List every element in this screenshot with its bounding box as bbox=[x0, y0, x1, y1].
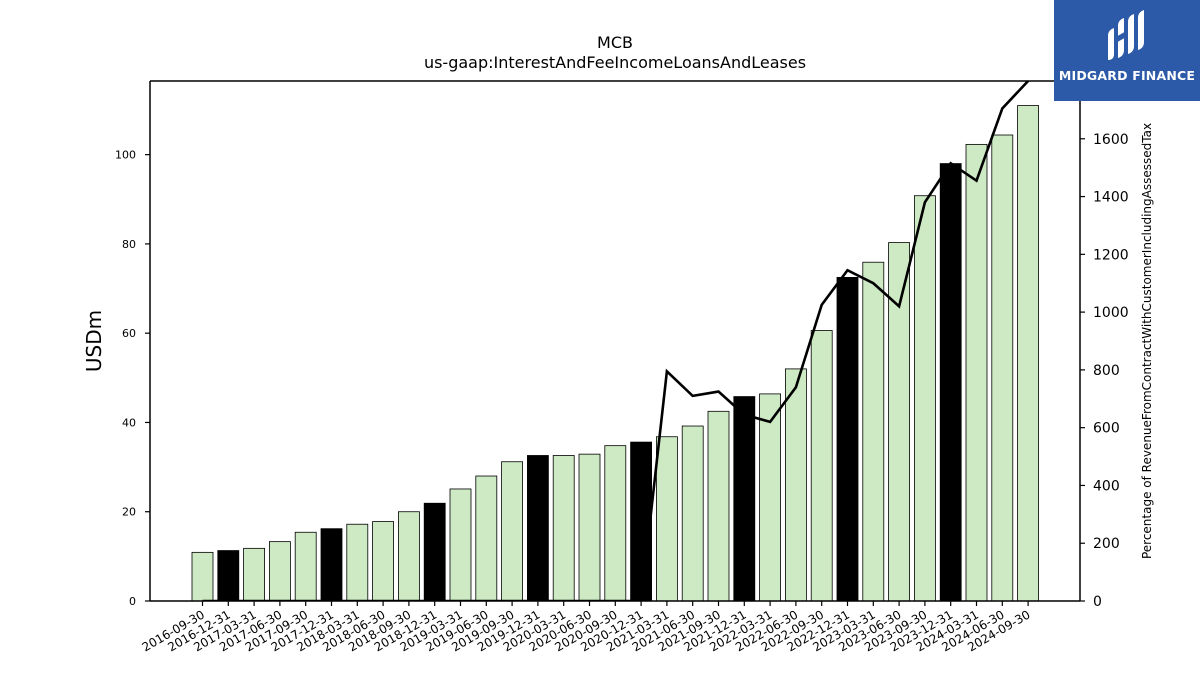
bar-2020-12-31 bbox=[630, 441, 652, 602]
bar-2023-09-30 bbox=[914, 195, 936, 602]
bar-2024-09-30 bbox=[1017, 105, 1039, 602]
bar-2018-12-31 bbox=[423, 502, 446, 602]
bar-series bbox=[191, 105, 1039, 602]
bar-2022-09-30 bbox=[810, 330, 833, 602]
y-tick-label: 20 bbox=[122, 506, 136, 519]
bar-2024-03-31 bbox=[965, 143, 988, 602]
y2-axis-label: Percentage of RevenueFromContractWithCus… bbox=[1140, 123, 1154, 559]
bar-2021-06-30 bbox=[681, 425, 704, 602]
y2-tick-label: 600 bbox=[1093, 421, 1120, 437]
bar-2020-09-30 bbox=[604, 445, 627, 602]
axes: 0204060801000200400600800100012001400160… bbox=[115, 80, 1129, 654]
bar-2020-03-31 bbox=[552, 455, 575, 602]
bar-2019-12-31 bbox=[527, 455, 549, 602]
bar-2021-12-31 bbox=[733, 396, 756, 602]
midgard-logo-icon bbox=[1108, 10, 1144, 60]
bar-2019-06-30 bbox=[475, 475, 498, 602]
bar-2021-03-31 bbox=[656, 436, 678, 602]
brand-logo: MIDGARD FINANCE bbox=[1054, 0, 1200, 101]
bar-2023-06-30 bbox=[888, 242, 910, 602]
bar-2020-06-30 bbox=[578, 453, 601, 602]
line-path bbox=[202, 81, 1030, 601]
y2-tick-label: 1400 bbox=[1093, 190, 1129, 206]
y2-tick-label: 1000 bbox=[1093, 305, 1129, 321]
bar-2018-09-30 bbox=[397, 511, 420, 602]
y2-tick-label: 1200 bbox=[1093, 247, 1129, 263]
bar-2016-12-31 bbox=[217, 550, 240, 602]
bar-2017-09-30 bbox=[294, 531, 317, 602]
y2-tick-label: 800 bbox=[1093, 363, 1120, 379]
chart-title: MCB bbox=[597, 33, 633, 52]
bar-2017-06-30 bbox=[268, 541, 291, 602]
bar-2021-09-30 bbox=[707, 410, 730, 602]
y-tick-label: 80 bbox=[122, 238, 136, 251]
bar-2023-12-31 bbox=[939, 163, 962, 602]
bar-2022-06-30 bbox=[785, 368, 807, 602]
bar-2017-12-31 bbox=[320, 528, 343, 602]
y-tick-label: 100 bbox=[115, 149, 136, 162]
bar-2022-03-31 bbox=[759, 393, 781, 602]
y-axis-label: USDm bbox=[82, 310, 106, 372]
bar-2016-09-30 bbox=[191, 551, 214, 602]
bar-2017-03-31 bbox=[243, 547, 266, 602]
y2-tick-label: 1600 bbox=[1093, 132, 1129, 148]
y-tick-label: 40 bbox=[122, 416, 136, 429]
y2-tick-label: 200 bbox=[1093, 536, 1120, 552]
y2-tick-label: 400 bbox=[1093, 478, 1120, 494]
bar-2018-06-30 bbox=[372, 521, 395, 602]
y-tick-label: 60 bbox=[122, 327, 136, 340]
bar-2019-03-31 bbox=[449, 488, 472, 602]
bar-2022-12-31 bbox=[836, 276, 859, 602]
bar-2024-06-30 bbox=[991, 134, 1014, 602]
bar-2018-03-31 bbox=[346, 523, 369, 602]
y-tick-label: 0 bbox=[129, 595, 136, 608]
bar-2019-09-30 bbox=[501, 461, 524, 602]
line-series bbox=[202, 81, 1030, 601]
chart-subtitle: us-gaap:InterestAndFeeIncomeLoansAndLeas… bbox=[424, 53, 806, 72]
brand-logo-text: MIDGARD FINANCE bbox=[1058, 68, 1196, 83]
y2-tick-label: 0 bbox=[1093, 594, 1102, 610]
bar-2023-03-31 bbox=[862, 261, 885, 602]
